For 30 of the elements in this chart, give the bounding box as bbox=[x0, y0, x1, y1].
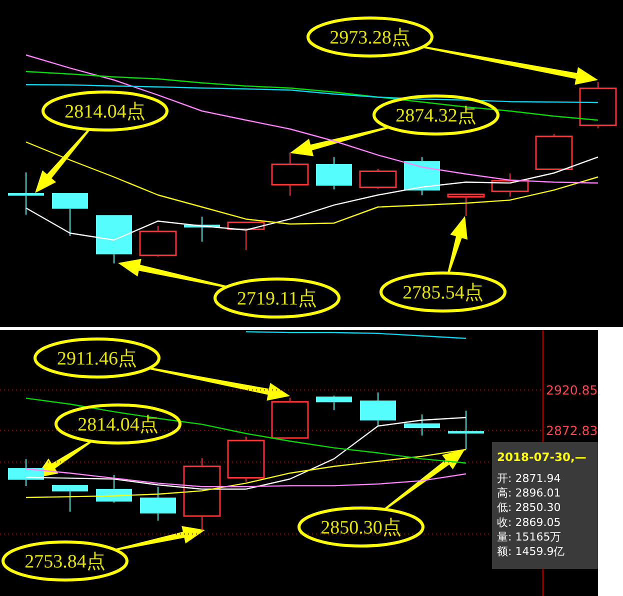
text: 收: 2869.05 bbox=[497, 516, 561, 529]
candlestick bbox=[271, 152, 309, 196]
y-tick-label: 2872.83 bbox=[546, 422, 598, 438]
line-series bbox=[25, 398, 467, 464]
text: 2973.28点 bbox=[330, 28, 410, 48]
text: 低: 2850.30 bbox=[497, 501, 561, 514]
text: 2785.54点 bbox=[402, 282, 484, 304]
text: 高: 2896.01 bbox=[497, 486, 561, 500]
text: 2719.11点 bbox=[236, 288, 318, 310]
annotation: 2874.32点 bbox=[396, 106, 476, 126]
annotation: 2814.04点 bbox=[64, 102, 146, 122]
text: 开: 2871.94 bbox=[497, 472, 561, 485]
candlestick bbox=[227, 222, 265, 251]
candlestick bbox=[8, 458, 44, 486]
annotation: 2753.84点 bbox=[24, 552, 106, 572]
annotation: 2850.30点 bbox=[320, 518, 402, 538]
candlestick bbox=[448, 410, 484, 450]
candlestick bbox=[447, 194, 485, 217]
line-series bbox=[245, 331, 467, 339]
annotation: 2911.46点 bbox=[56, 348, 138, 370]
text: 额: 1459.9亿 bbox=[497, 545, 565, 558]
candlestick bbox=[96, 474, 132, 504]
line-series bbox=[25, 448, 467, 498]
candlestick bbox=[316, 395, 352, 411]
candlestick bbox=[52, 484, 88, 512]
text: 2018-07-30,— bbox=[497, 450, 586, 464]
candlestick bbox=[140, 486, 176, 522]
annotation: 2814.04点 bbox=[78, 414, 158, 436]
text: 量: 15165万 bbox=[497, 530, 562, 544]
y-tick-label: 2920.85 bbox=[546, 382, 598, 398]
